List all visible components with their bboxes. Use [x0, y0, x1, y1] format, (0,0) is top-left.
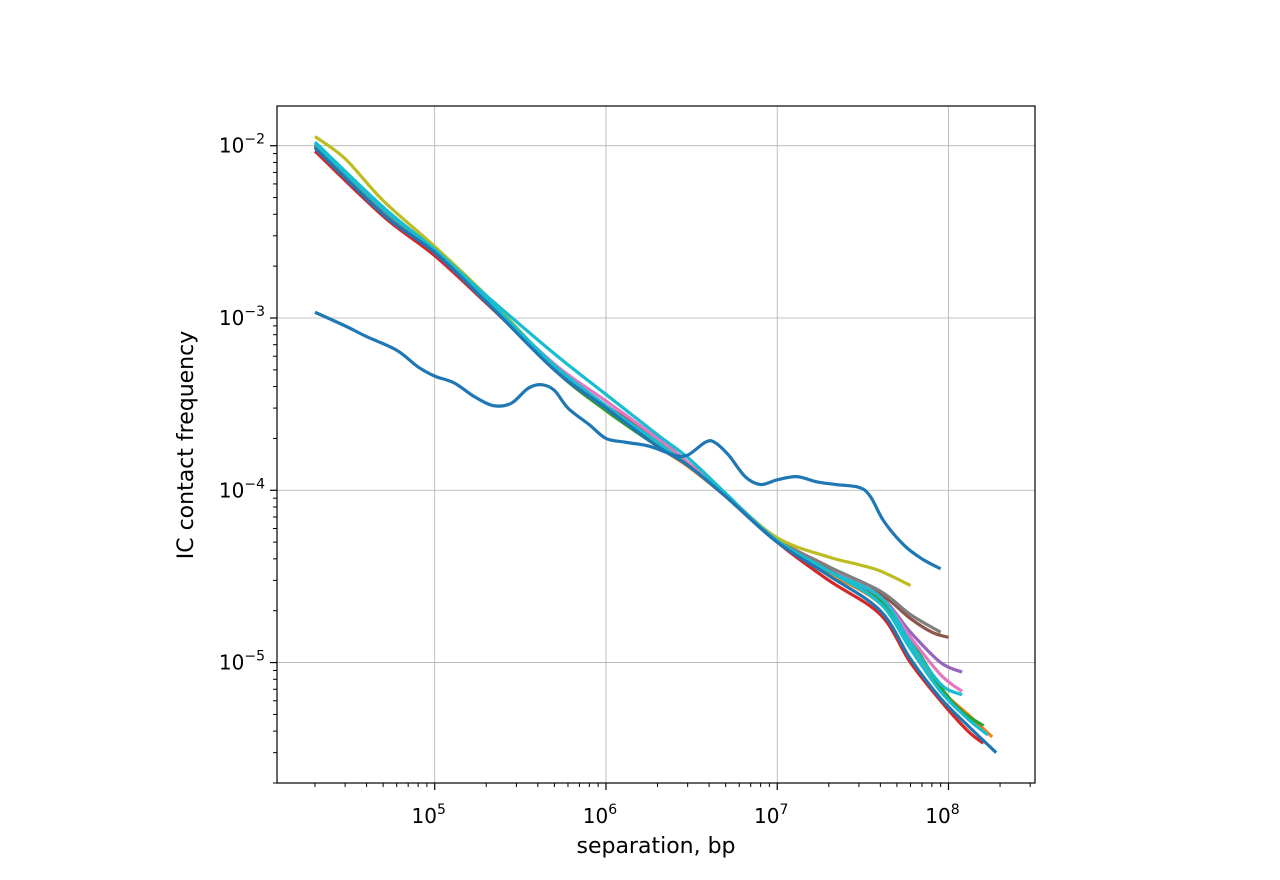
series-line-1: [314, 310, 942, 571]
series-layer: [313, 135, 998, 754]
y-tick-label: 10−4: [219, 476, 265, 502]
y-axis-ticks: 10−5 10−4 10−3 10−2: [219, 132, 277, 784]
x-axis-ticks: 105 106 107 108: [314, 783, 1031, 828]
x-tick-label: 106: [583, 802, 617, 828]
y-tick-label: 10−5: [219, 649, 265, 675]
y-tick-label: 10−3: [219, 304, 265, 330]
series-line-12: [313, 146, 998, 754]
x-tick-label: 105: [412, 802, 446, 828]
x-tick-label: 108: [925, 802, 959, 828]
plot-frame: [276, 105, 1036, 784]
y-axis-label: IC contact frequency: [174, 331, 199, 560]
y-tick-label: 10−2: [219, 132, 265, 158]
x-axis-label: separation, bp: [576, 834, 735, 859]
x-tick-label: 107: [754, 802, 788, 828]
grid: [277, 106, 1035, 783]
